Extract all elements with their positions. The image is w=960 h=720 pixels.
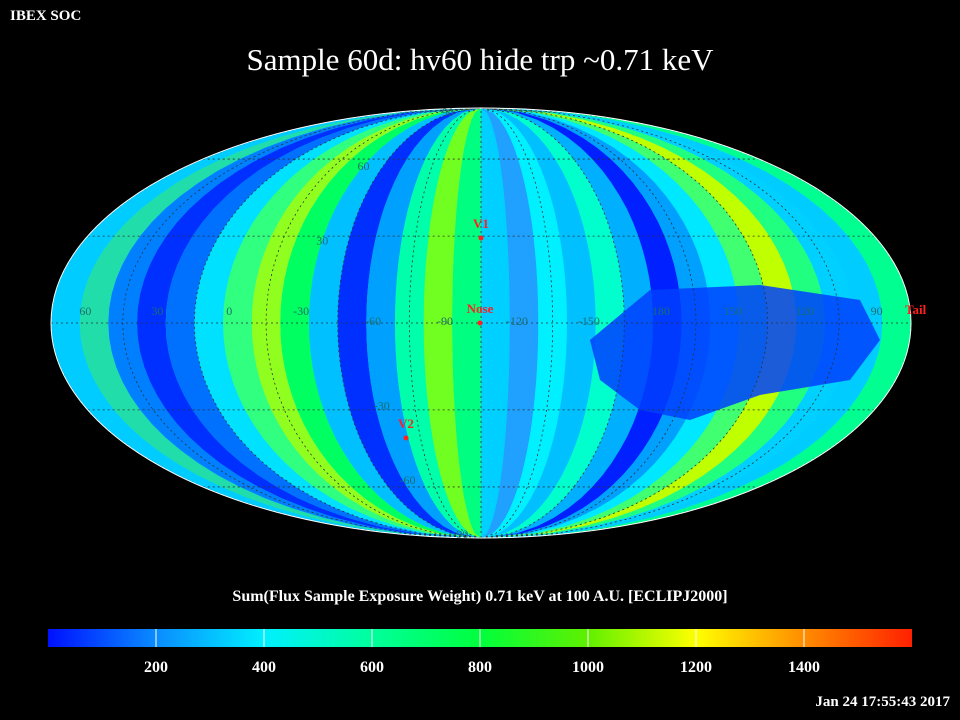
colorbar-caption: Sum(Flux Sample Exposure Weight) 0.71 ke…: [232, 588, 728, 605]
longitude-label: 60: [79, 304, 91, 318]
flux-band: [481, 108, 625, 538]
colorbar-tick-label: 1200: [680, 659, 712, 676]
latitude-label: -60: [400, 473, 416, 487]
latitude-label: 90: [442, 105, 454, 119]
flux-band: [481, 108, 567, 538]
latitude-label: 60: [357, 159, 369, 173]
flux-band: [309, 108, 481, 538]
flux-band: [395, 108, 481, 538]
tail-label: Tail: [905, 302, 927, 317]
flux-band: [481, 108, 682, 538]
latitude-label: 30: [316, 233, 328, 247]
marker-dot: [477, 320, 483, 326]
meridian-line: [480, 108, 554, 538]
marker-label: Nose: [467, 301, 494, 316]
meridian-line: [480, 108, 769, 538]
meridian-line: [193, 108, 482, 538]
meridian-line: [408, 108, 482, 538]
latitude-label: -30: [374, 399, 390, 413]
timestamp: Jan 24 17:55:43 2017: [815, 694, 950, 710]
colorbar-tick-label: 200: [144, 659, 168, 676]
marker-dot: [478, 235, 484, 241]
colorbar-tick-label: 400: [252, 659, 276, 676]
longitude-label: 180: [652, 304, 670, 318]
flux-band: [481, 108, 653, 538]
colorbar-tick-label: 800: [468, 659, 492, 676]
longitude-label: -150: [578, 314, 600, 328]
flux-band: [337, 108, 481, 538]
marker-label: V2: [398, 416, 414, 431]
colorbar: [48, 629, 912, 647]
longitude-label: -90: [437, 314, 453, 328]
longitude-label: 90: [871, 304, 883, 318]
low-flux-region: [590, 285, 880, 420]
marker-dot: [403, 435, 409, 441]
meridian-line: [265, 108, 482, 538]
flux-band: [481, 108, 596, 538]
flux-band: [423, 108, 481, 538]
longitude-label: 30: [151, 304, 163, 318]
colorbar-tick-label: 1400: [788, 659, 820, 676]
longitude-label: -60: [365, 314, 381, 328]
flux-band: [366, 108, 481, 538]
flux-band: [481, 108, 510, 538]
colorbar-tick-label: 1000: [572, 659, 604, 676]
longitude-label: 150: [724, 304, 742, 318]
meridian-line: [480, 108, 697, 538]
map-outline: [50, 107, 912, 539]
longitude-label: 120: [796, 304, 814, 318]
colorbar-tick-label: 600: [360, 659, 384, 676]
latitude-label: -90: [452, 527, 468, 541]
longitude-label: -120: [506, 314, 528, 328]
flux-band: [481, 108, 539, 538]
flux-band: [280, 108, 481, 538]
marker-label: V1: [473, 216, 489, 231]
longitude-label: 0: [226, 304, 232, 318]
plot-title: Sample 60d: hv60 hide trp ~0.71 keV: [246, 42, 714, 77]
longitude-label: -30: [293, 304, 309, 318]
corner-label: IBEX SOC: [10, 8, 82, 24]
